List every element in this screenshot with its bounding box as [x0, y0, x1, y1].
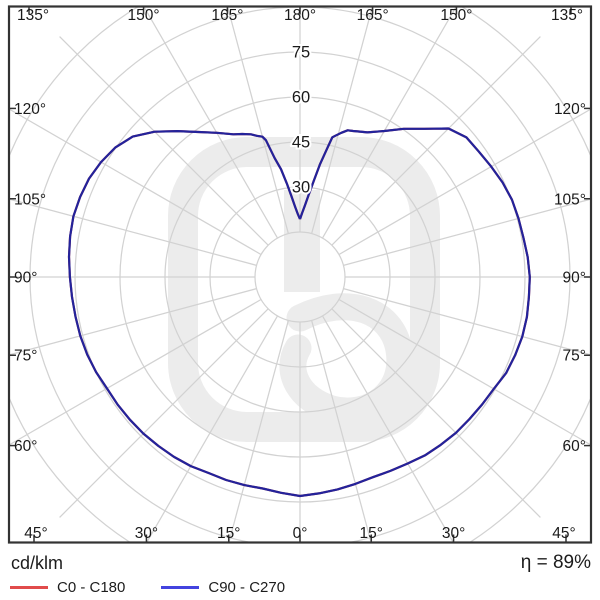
angle-labels: 0° 15° 15° 30° 30° 45° 45° 60° 60° 75° 75° 90° 90° 10… [14, 7, 586, 542]
angle-label: 135° [17, 7, 49, 24]
angle-label: 45° [24, 525, 47, 542]
angle-label: 30° [442, 525, 465, 542]
watermark-logo-icon [168, 137, 440, 442]
unit-label: cd/klm [11, 553, 64, 573]
angle-label: 105° [14, 191, 46, 208]
angle-label: 75° [14, 348, 37, 365]
legend-label-c90-c270: C90 - C270 [208, 579, 286, 596]
angle-label: 150° [440, 7, 472, 24]
radial-tick-label: 60 [292, 89, 310, 107]
angle-label: 90° [14, 270, 37, 287]
angle-label: 45° [552, 525, 575, 542]
legend: C0 - C180 C90 - C270 [10, 579, 321, 596]
legend-line-c90-c270-icon [161, 586, 200, 589]
angle-label: 120° [554, 101, 586, 118]
angle-label: 60° [563, 438, 586, 455]
angle-label: 60° [14, 438, 37, 455]
radial-tick-labels: 30 45 60 75 [290, 42, 312, 199]
radial-tick-label: 30 [292, 179, 310, 197]
angle-label: 180° [284, 7, 316, 24]
angle-label: 150° [128, 7, 160, 24]
angle-label: 15° [360, 525, 383, 542]
angle-label: 135° [551, 7, 583, 24]
angle-label: 120° [14, 101, 46, 118]
radial-tick-label: 45 [292, 134, 310, 152]
angle-ticks [9, 7, 591, 542]
angle-label: 15° [217, 525, 240, 542]
angle-label: 90° [563, 270, 586, 287]
angle-label: 105° [554, 191, 586, 208]
angle-label: 30° [135, 525, 158, 542]
angle-label: 0° [293, 525, 308, 542]
efficiency-label: η = 89% [520, 552, 591, 573]
chart-border [7, 5, 593, 544]
legend-line-c0-c180-icon [10, 586, 48, 589]
angle-label: 165° [211, 7, 243, 24]
angle-label: 75° [563, 348, 586, 365]
radial-tick-label: 75 [292, 44, 310, 62]
legend-label-c0-c180: C0 - C180 [57, 579, 126, 596]
angle-label: 165° [357, 7, 389, 24]
curve-c90-c270 [67, 127, 531, 498]
